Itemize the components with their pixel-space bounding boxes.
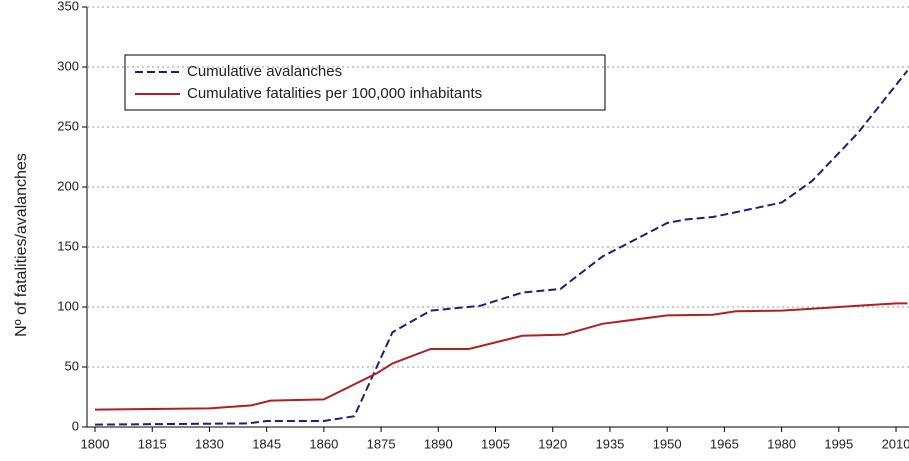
y-tick-label: 300 — [57, 58, 79, 73]
legend-box — [124, 54, 606, 111]
x-tick-label: 1965 — [710, 436, 739, 451]
series-line — [95, 69, 909, 426]
legend-label: Cumulative avalanches — [187, 63, 342, 80]
y-tick-label: 50 — [65, 358, 79, 373]
x-tick-label: 1995 — [824, 436, 853, 451]
legend-label: Cumulative fatalities per 100,000 inhabi… — [187, 85, 482, 102]
series-line — [94, 302, 908, 411]
y-tick-label: 250 — [57, 118, 79, 133]
x-tick-label: 1950 — [653, 436, 682, 451]
x-tick-label: 1860 — [309, 436, 338, 451]
x-tick-label: 1830 — [195, 436, 224, 451]
y-axis-label: Nº of fatalities/avalanches — [13, 153, 30, 337]
x-tick-label: 1875 — [367, 436, 396, 451]
x-tick-label: 1935 — [595, 436, 624, 451]
x-tick-label: 2010 — [882, 436, 909, 451]
x-tick-label: 1980 — [767, 436, 796, 451]
x-tick-label: 1800 — [81, 436, 110, 451]
y-tick-label: 100 — [57, 298, 79, 313]
y-tick-label: 0 — [72, 418, 79, 433]
x-tick-label: 1845 — [252, 436, 281, 451]
x-tick-label: 1890 — [424, 436, 453, 451]
y-tick-label: 150 — [57, 238, 79, 253]
y-tick-label: 350 — [57, 0, 79, 13]
y-tick-label: 200 — [57, 178, 79, 193]
x-tick-label: 1920 — [538, 436, 567, 451]
x-tick-label: 1815 — [138, 436, 167, 451]
x-tick-label: 1905 — [481, 436, 510, 451]
